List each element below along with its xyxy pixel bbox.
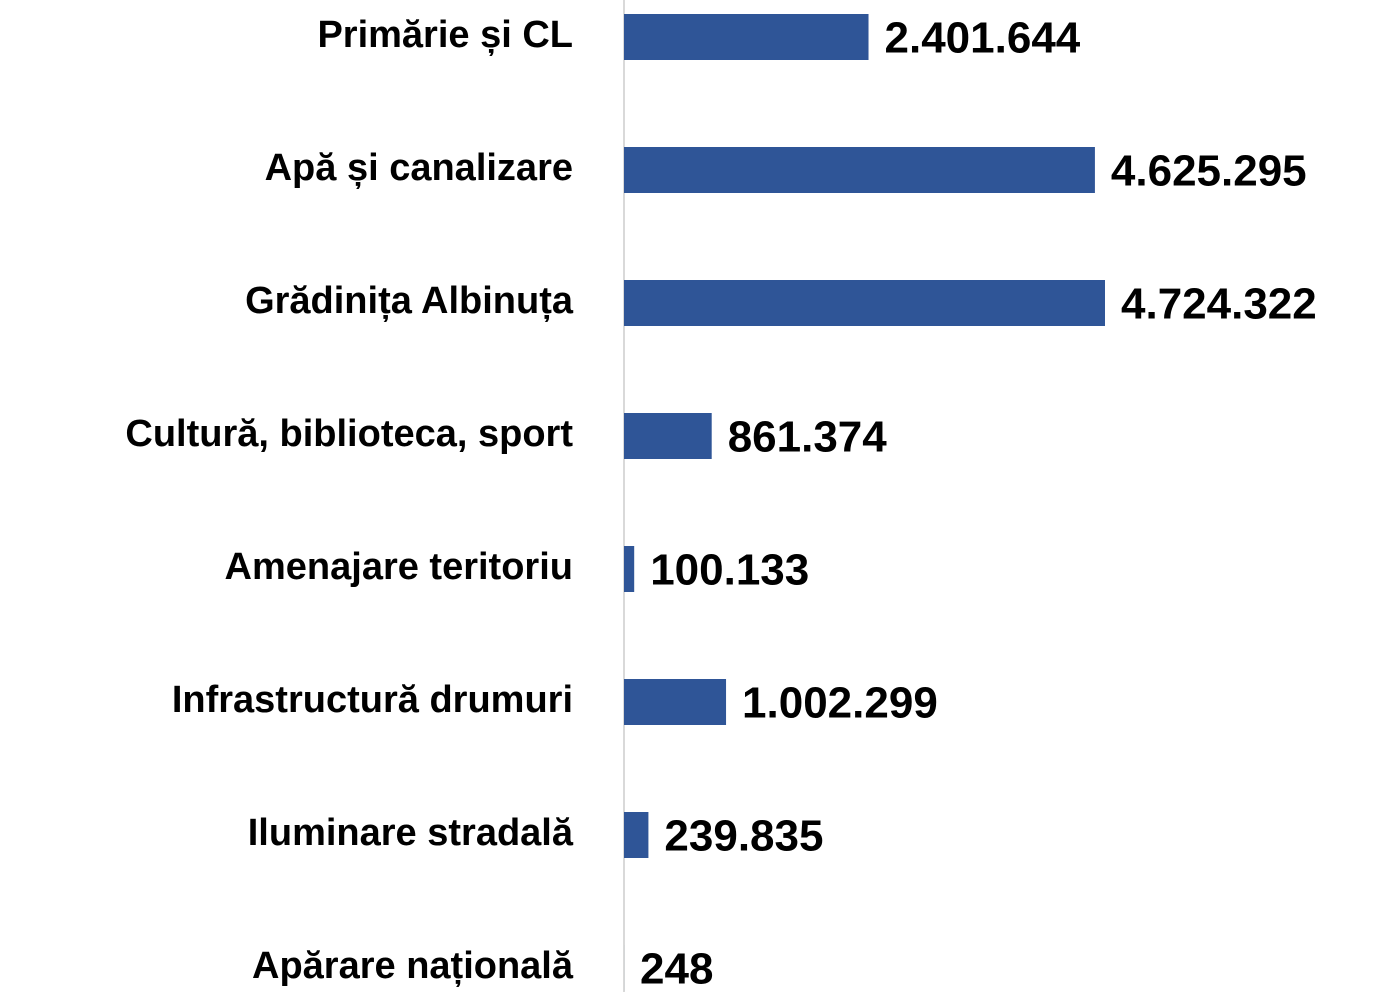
bar (624, 147, 1095, 193)
value-label: 4.724.322 (1121, 280, 1317, 329)
bar (624, 14, 869, 60)
category-label: Cultură, biblioteca, sport (125, 413, 573, 455)
category-label: Amenajare teritoriu (225, 546, 573, 588)
value-label: 1.002.299 (742, 679, 938, 728)
bar (624, 280, 1105, 326)
category-label: Primărie și CL (317, 14, 573, 56)
value-label: 861.374 (728, 413, 888, 462)
category-label: Apă și canalizare (265, 147, 573, 189)
value-label: 248 (640, 945, 713, 992)
bar (624, 413, 712, 459)
bar (624, 679, 727, 725)
value-label: 100.133 (650, 546, 809, 595)
category-label: Infrastructură drumuri (172, 679, 573, 721)
category-label: Apărare națională (252, 945, 574, 987)
category-label: Iluminare stradală (248, 812, 574, 854)
value-label: 239.835 (664, 812, 823, 861)
bar (624, 812, 649, 858)
category-label: Grădinița Albinuța (245, 280, 574, 322)
bar (624, 546, 635, 592)
value-label: 4.625.295 (1111, 147, 1307, 196)
value-label: 2.401.644 (885, 14, 1081, 63)
